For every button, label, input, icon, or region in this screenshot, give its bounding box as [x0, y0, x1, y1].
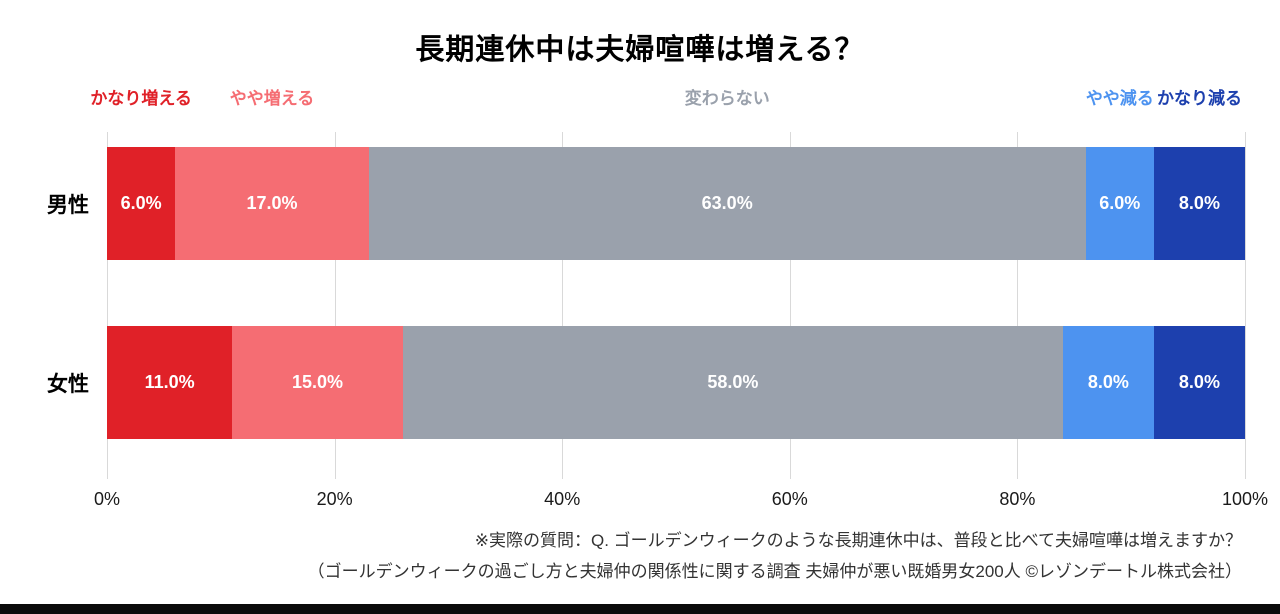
segment-value-label: 15.0% — [291, 372, 344, 392]
chart-legend: かなり増える やや増える 変わらない やや減る かなり減る — [90, 84, 1245, 108]
grid-line — [1245, 132, 1246, 479]
x-axis-tick-label: 60% — [771, 489, 808, 509]
bar-segment: 11.0% — [107, 326, 233, 439]
x-axis-tick-label: 20% — [316, 489, 353, 509]
segment-value-label: 17.0% — [246, 193, 298, 213]
chart-title: 長期連休中は夫婦喧嘩は増える？ — [415, 34, 865, 66]
segment-value-label: 6.0% — [120, 193, 162, 213]
bar-row: 女性 11.0% 15.0% 58.0% 8.0% 8.0% — [47, 326, 1245, 439]
bar-segment: 8.0% — [1062, 326, 1154, 439]
segment-value-label: 58.0% — [707, 372, 759, 392]
bar-segment: 58.0% — [402, 326, 1063, 439]
bar-rows: 男性 6.0% 17.0% 63.0% 6.0% 8.0% 女性 11.0% 15.0% 58.0… — [47, 132, 1245, 479]
footnote-source: （ゴールデンウィークの過ごし方と夫婦仲の関係性に関する調査 夫婦仲が悪い既婚男女… — [307, 562, 1242, 582]
bar-segment: 8.0% — [1153, 326, 1245, 439]
segment-value-label: 63.0% — [701, 193, 753, 213]
bar-segment: 6.0% — [107, 147, 176, 260]
x-axis-tick-label: 40% — [544, 489, 581, 509]
segment-value-label: 8.0% — [1087, 372, 1129, 392]
legend-item: かなり増える — [90, 89, 192, 108]
x-axis-tick-label: 80% — [999, 489, 1036, 509]
bar-segment: 15.0% — [232, 326, 403, 439]
y-axis-label: 女性 — [47, 372, 89, 396]
grid-line — [107, 132, 108, 479]
bar-segment: 8.0% — [1153, 147, 1245, 260]
legend-item: 変わらない — [684, 89, 770, 108]
segment-value-label: 8.0% — [1178, 193, 1220, 213]
bar-segment: 63.0% — [368, 147, 1086, 260]
y-axis-label: 男性 — [47, 193, 89, 217]
bar-segment: 17.0% — [175, 147, 369, 260]
bar-row: 男性 6.0% 17.0% 63.0% 6.0% 8.0% — [47, 147, 1245, 260]
grid-line — [334, 132, 336, 479]
grid-line — [1017, 132, 1019, 479]
segment-value-label: 6.0% — [1099, 193, 1141, 213]
grid-line — [562, 132, 564, 479]
x-axis: 0% 20% 40% 60% 80% 100% — [94, 489, 1268, 513]
x-axis-tick-label: 100% — [1221, 489, 1269, 509]
bar-segment: 6.0% — [1085, 147, 1154, 260]
plot-area: 男性 6.0% 17.0% 63.0% 6.0% 8.0% 女性 11.0% 15.0% 58.0… — [47, 132, 1246, 479]
legend-item: やや増える — [229, 89, 315, 108]
grid-line — [789, 132, 791, 479]
bottom-black-bar — [0, 604, 1280, 614]
footnote-question: ※実際の質問：Q. ゴールデンウィークのような長期連休中は、普段と比べて夫婦喧嘩… — [474, 531, 1242, 550]
footnotes: ※実際の質問：Q. ゴールデンウィークのような長期連休中は、普段と比べて夫婦喧嘩… — [0, 525, 1242, 588]
x-axis-tick-label: 0% — [93, 489, 121, 509]
segment-value-label: 8.0% — [1178, 372, 1220, 392]
segment-value-label: 11.0% — [144, 372, 195, 392]
legend-item: やや減る — [1085, 89, 1154, 108]
stacked-bar-chart: かなり増える やや増える 変わらない やや減る かなり減る 男性 6.0% 17.0% 63.… — [47, 84, 1268, 513]
legend-item: かなり減る — [1156, 89, 1242, 108]
